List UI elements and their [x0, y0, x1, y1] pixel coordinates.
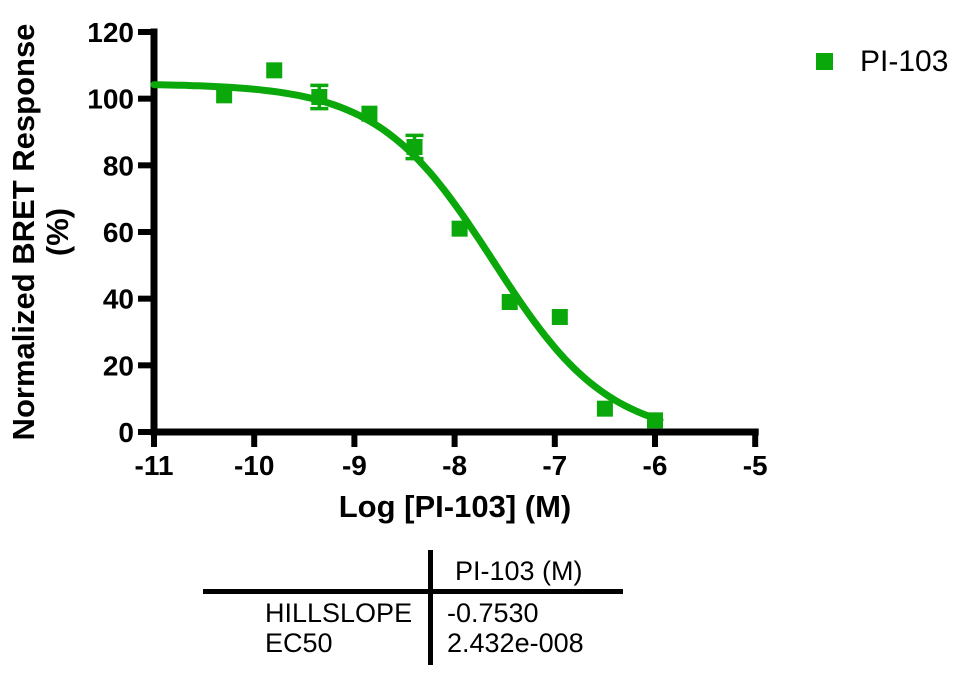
data-point: [361, 105, 378, 122]
y-tick-label: 40: [103, 284, 134, 315]
table-column-header: PI-103 (M): [455, 556, 583, 586]
x-tick-label: -11: [135, 450, 174, 481]
x-tick-label: -8: [442, 450, 467, 481]
data-point: [216, 87, 233, 104]
y-tick-label: 100: [87, 84, 134, 115]
legend-marker-square: [816, 53, 833, 70]
x-tick-label: -7: [542, 450, 567, 481]
y-tick-label: 0: [118, 417, 134, 448]
y-axis-title: Normalized BRET Response (%): [6, 24, 75, 441]
legend: PI-103: [816, 45, 948, 78]
table-row-value-hillslope: -0.7530: [447, 598, 539, 628]
legend-label: PI-103: [860, 45, 948, 78]
x-tick-label: -10: [234, 450, 274, 481]
data-point: [551, 309, 568, 325]
y-axis-title-line2: (%): [40, 208, 75, 256]
axes-group: 0 20 40 60 80 100 120 -11 -10 -9 -8 -7 -6 -5: [87, 17, 767, 481]
series-group: [150, 62, 664, 429]
table-row-label-hillslope: HILLSLOPE: [265, 598, 412, 628]
data-point: [596, 400, 613, 417]
data-point: [311, 89, 328, 105]
table-row-label-ec50: EC50: [265, 628, 333, 658]
data-point: [266, 62, 283, 79]
y-tick-label: 80: [103, 150, 134, 181]
table-row-value-ec50: 2.432e-008: [447, 628, 584, 658]
x-axis-title: Log [PI-103] (M): [339, 489, 572, 524]
x-tick-label: -6: [643, 450, 668, 481]
x-tick-label: -5: [743, 450, 768, 481]
y-axis-title-line1: Normalized BRET Response: [6, 24, 41, 441]
data-point: [501, 294, 518, 310]
data-point: [647, 412, 663, 429]
y-tick-label: 120: [87, 17, 134, 48]
y-tick-label: 20: [103, 350, 134, 381]
x-tick-label: -9: [342, 450, 367, 481]
data-point: [451, 220, 468, 237]
results-table: PI-103 (M) HILLSLOPE -0.7530 EC50 2.432e…: [203, 550, 623, 665]
y-tick-label: 60: [103, 217, 134, 248]
data-point: [406, 139, 423, 155]
